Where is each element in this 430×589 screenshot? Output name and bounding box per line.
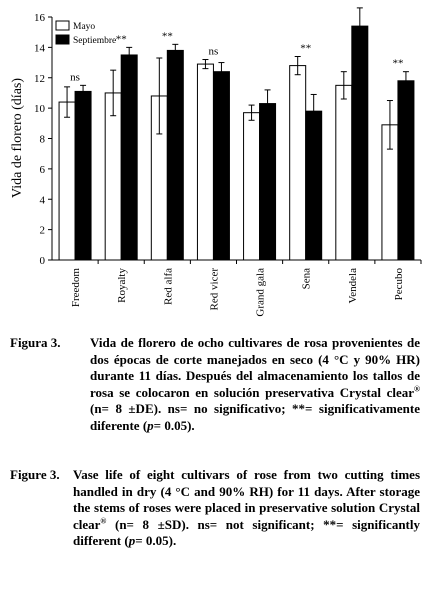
bar-septiembre [397, 80, 415, 261]
x-tick-label: Pecubo [393, 268, 405, 301]
legend-label: Septiembre [73, 36, 116, 46]
caption-text-es: Vida de florero de ocho cultivares de ro… [90, 335, 420, 433]
significance-label: ** [116, 33, 127, 45]
y-tick-label: 12 [34, 73, 45, 85]
bar-mayo [335, 84, 353, 261]
y-tick-label: 16 [34, 12, 46, 24]
caption-label-en: Figure 3. [10, 467, 60, 482]
x-tick-label: Freedom [70, 268, 82, 308]
bar-septiembre [74, 90, 92, 261]
legend-swatch [55, 20, 70, 31]
bar-mayo [104, 92, 122, 261]
y-tick-label: 2 [40, 225, 46, 237]
significance-label: ** [300, 42, 311, 54]
x-tick-label: Sena [301, 268, 313, 290]
legend-swatch [55, 34, 70, 45]
bar-septiembre [351, 25, 369, 261]
y-tick-label: 8 [40, 134, 46, 146]
bar-mayo [243, 112, 261, 261]
y-tick-label: 0 [40, 255, 46, 267]
x-tick-label: Grand gala [255, 268, 267, 317]
bar-septiembre [259, 103, 277, 261]
bar-chart: Vida de florero (días) 0 2 4 6 8 10 12 14 16 ns Fr… [10, 0, 422, 317]
significance-label: ** [346, 0, 357, 6]
bar-mayo [289, 65, 307, 261]
significance-label: ** [392, 58, 403, 70]
bar-septiembre [120, 54, 138, 261]
x-tick-label: Red alfa [162, 268, 174, 305]
x-tick-label: Red vicer [208, 268, 220, 311]
significance-label: ** [162, 30, 173, 42]
y-axis-label: Vida de florero (días) [10, 78, 25, 198]
figure-caption-english: Figure 3. Vase life of eight cultivars o… [10, 467, 420, 550]
y-tick-label: 6 [40, 164, 46, 176]
legend: Mayo Septiembre [55, 20, 116, 46]
y-tick-label: 14 [34, 42, 46, 54]
x-tick-label: Royalty [116, 268, 128, 303]
y-tick-label: 4 [40, 194, 46, 206]
bar-mayo [58, 101, 76, 261]
caption-label-es: Figura 3. [10, 335, 61, 350]
significance-label: ns [209, 46, 219, 58]
bar-septiembre [166, 49, 184, 261]
x-tick-label: Vendela [347, 268, 359, 304]
caption-text-en: Vase life of eight cultivars of rose fro… [73, 467, 420, 548]
bar-mayo [196, 63, 214, 261]
bar-septiembre [305, 110, 323, 261]
legend-label: Mayo [73, 22, 95, 32]
figure-caption-spanish: Figura 3. Vida de florero de ocho cultiv… [10, 335, 420, 434]
y-tick-label: 10 [34, 103, 46, 115]
bar-septiembre [212, 71, 230, 261]
plot-area: 0 2 4 6 8 10 12 14 16 ns Freedom ** Royalty ** Red alf… [34, 0, 422, 317]
significance-label: ns [70, 71, 80, 83]
